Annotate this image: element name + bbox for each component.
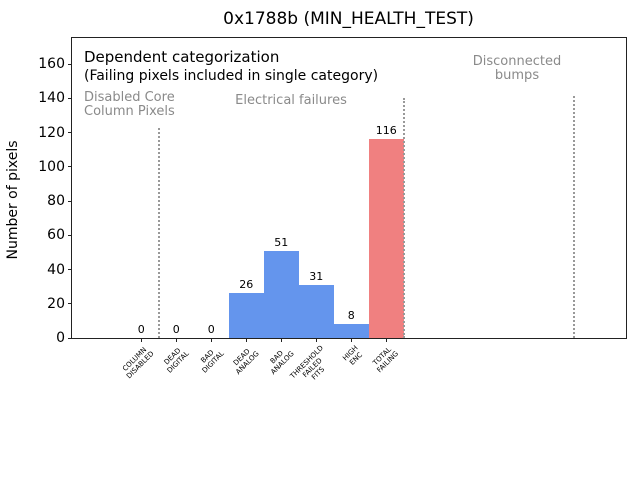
annotation-single-category-note: (Failing pixels included in single categ…: [84, 68, 379, 84]
x-tick-label: DEAD DIGITAL: [162, 346, 191, 375]
x-tick-mark: [245, 338, 247, 342]
bar-value-label: 116: [375, 124, 397, 138]
x-tick-mark: [175, 338, 177, 342]
x-tick-mark: [210, 338, 212, 342]
x-tick-mark: [140, 338, 142, 342]
bar: [263, 250, 299, 338]
bar-value-label: 51: [274, 235, 289, 249]
bar: [368, 139, 404, 338]
bar-value-label: 0: [207, 323, 215, 336]
x-tick-mark: [280, 338, 282, 342]
x-tick-label: BAD DIGITAL: [199, 348, 226, 375]
y-tick-mark: [68, 337, 72, 339]
bar-value-label: 8: [347, 309, 355, 323]
y-tick-label: 120: [38, 124, 65, 141]
x-tick-mark: [350, 338, 352, 342]
y-tick-label: 60: [47, 227, 65, 244]
y-tick-mark: [68, 132, 72, 133]
y-tick-mark: [68, 269, 72, 270]
annotation-disabled-core-column-pixels: Disabled Core Column Pixels: [84, 90, 175, 120]
section-separator-line: [572, 96, 575, 338]
bar-value-label: 0: [172, 323, 180, 336]
y-tick-mark: [68, 166, 72, 168]
x-tick-label: DEAD ANALOG: [231, 347, 261, 377]
bar-value-label: 26: [239, 278, 254, 292]
y-tick-label: 0: [56, 330, 65, 346]
x-tick-label: TOTAL FAILING: [371, 345, 401, 375]
y-tick-mark: [68, 200, 72, 202]
bar-value-label: 0: [137, 323, 145, 336]
annotation-electrical-failures: Electrical failures: [235, 93, 347, 108]
y-tick-label: 100: [38, 158, 65, 175]
section-separator-line: [402, 98, 405, 338]
x-tick-mark: [385, 338, 387, 342]
x-tick-label: THRESHOLD FAILED FITS: [288, 344, 327, 382]
annotation-disconnected-bumps: Disconnected bumps: [472, 54, 562, 84]
annotation-dependent-categorization: Dependent categorization: [84, 48, 280, 66]
x-tick-label: HIGH ENC: [341, 344, 365, 367]
bar-value-label: 31: [309, 269, 324, 283]
y-tick-label: 20: [47, 295, 65, 312]
x-tick-mark: [315, 338, 317, 342]
y-tick-label: 40: [47, 261, 65, 278]
y-tick-mark: [68, 234, 72, 236]
x-tick-label: COLUMN DISABLED: [121, 345, 156, 381]
plot-area: 0 20 40 60 80 100 120 140 160 COLUMN DISABLED 0 DEA…: [38, 37, 627, 382]
y-tick-label: 140: [38, 90, 65, 107]
y-axis-label: Number of pixels: [5, 140, 21, 260]
bar: [333, 324, 369, 338]
y-tick-mark: [68, 303, 72, 305]
bar: [228, 293, 264, 338]
bar: [298, 284, 334, 338]
y-tick-mark: [68, 97, 72, 99]
y-tick-mark: [68, 63, 72, 65]
y-tick-label: 80: [47, 193, 65, 209]
section-separator-line: [157, 128, 160, 338]
chart-title: 0x1788b (MIN_HEALTH_TEST): [223, 9, 474, 29]
y-tick-label: 160: [38, 56, 65, 72]
